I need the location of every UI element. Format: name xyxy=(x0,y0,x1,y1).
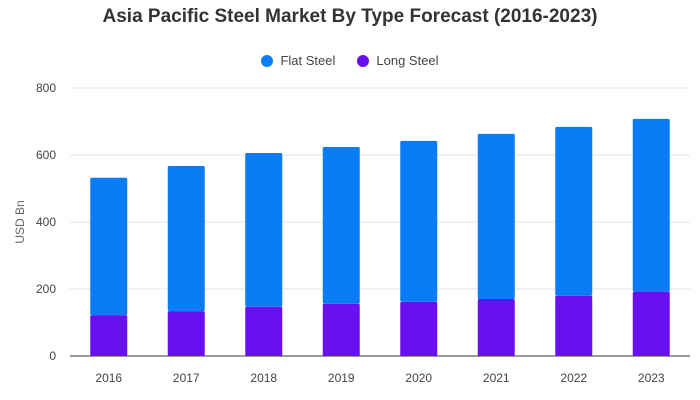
legend-label-flat-steel: Flat Steel xyxy=(280,53,336,68)
legend-swatch-long-steel xyxy=(357,54,370,67)
bar-long-steel xyxy=(477,299,515,356)
bar-flat-steel xyxy=(400,140,438,302)
bar-flat-steel xyxy=(245,152,283,307)
bar-flat-steel xyxy=(477,133,515,300)
bar-flat-steel xyxy=(90,177,128,316)
y-tick-label: 200 xyxy=(36,282,56,296)
bar-flat-steel xyxy=(632,118,670,292)
x-tick-label: 2023 xyxy=(638,371,665,385)
x-tick-label: 2019 xyxy=(328,371,355,385)
bar-long-steel xyxy=(245,306,283,356)
bar-long-steel xyxy=(322,303,360,356)
y-tick-label: 800 xyxy=(36,81,56,95)
x-tick-label: 2020 xyxy=(405,371,432,385)
y-tick-label: 400 xyxy=(36,215,56,229)
chart-title: Asia Pacific Steel Market By Type Foreca… xyxy=(102,6,598,27)
legend-item-flat-steel[interactable]: Flat Steel xyxy=(261,53,335,68)
legend-label-long-steel: Long Steel xyxy=(376,53,439,68)
y-tick-label: 600 xyxy=(36,148,56,162)
y-tick-label: 0 xyxy=(49,349,56,363)
x-tick-label: 2016 xyxy=(95,371,122,385)
y-axis-label: USD Bn xyxy=(13,200,27,243)
bar-flat-steel xyxy=(322,146,360,304)
bar-long-steel xyxy=(555,295,593,356)
x-tick-label: 2018 xyxy=(250,371,277,385)
x-tick-label: 2021 xyxy=(483,371,510,385)
x-tick-label: 2022 xyxy=(560,371,587,385)
x-tick-label: 2017 xyxy=(173,371,200,385)
bar-long-steel xyxy=(167,311,205,356)
legend: Flat Steel Long Steel xyxy=(0,53,700,68)
bar-flat-steel xyxy=(167,166,205,312)
bar-long-steel xyxy=(90,315,128,356)
bar-long-steel xyxy=(400,301,438,356)
legend-item-long-steel[interactable]: Long Steel xyxy=(357,53,439,68)
bar-long-steel xyxy=(632,291,670,356)
bar-flat-steel xyxy=(555,126,593,296)
legend-swatch-flat-steel xyxy=(261,54,274,67)
